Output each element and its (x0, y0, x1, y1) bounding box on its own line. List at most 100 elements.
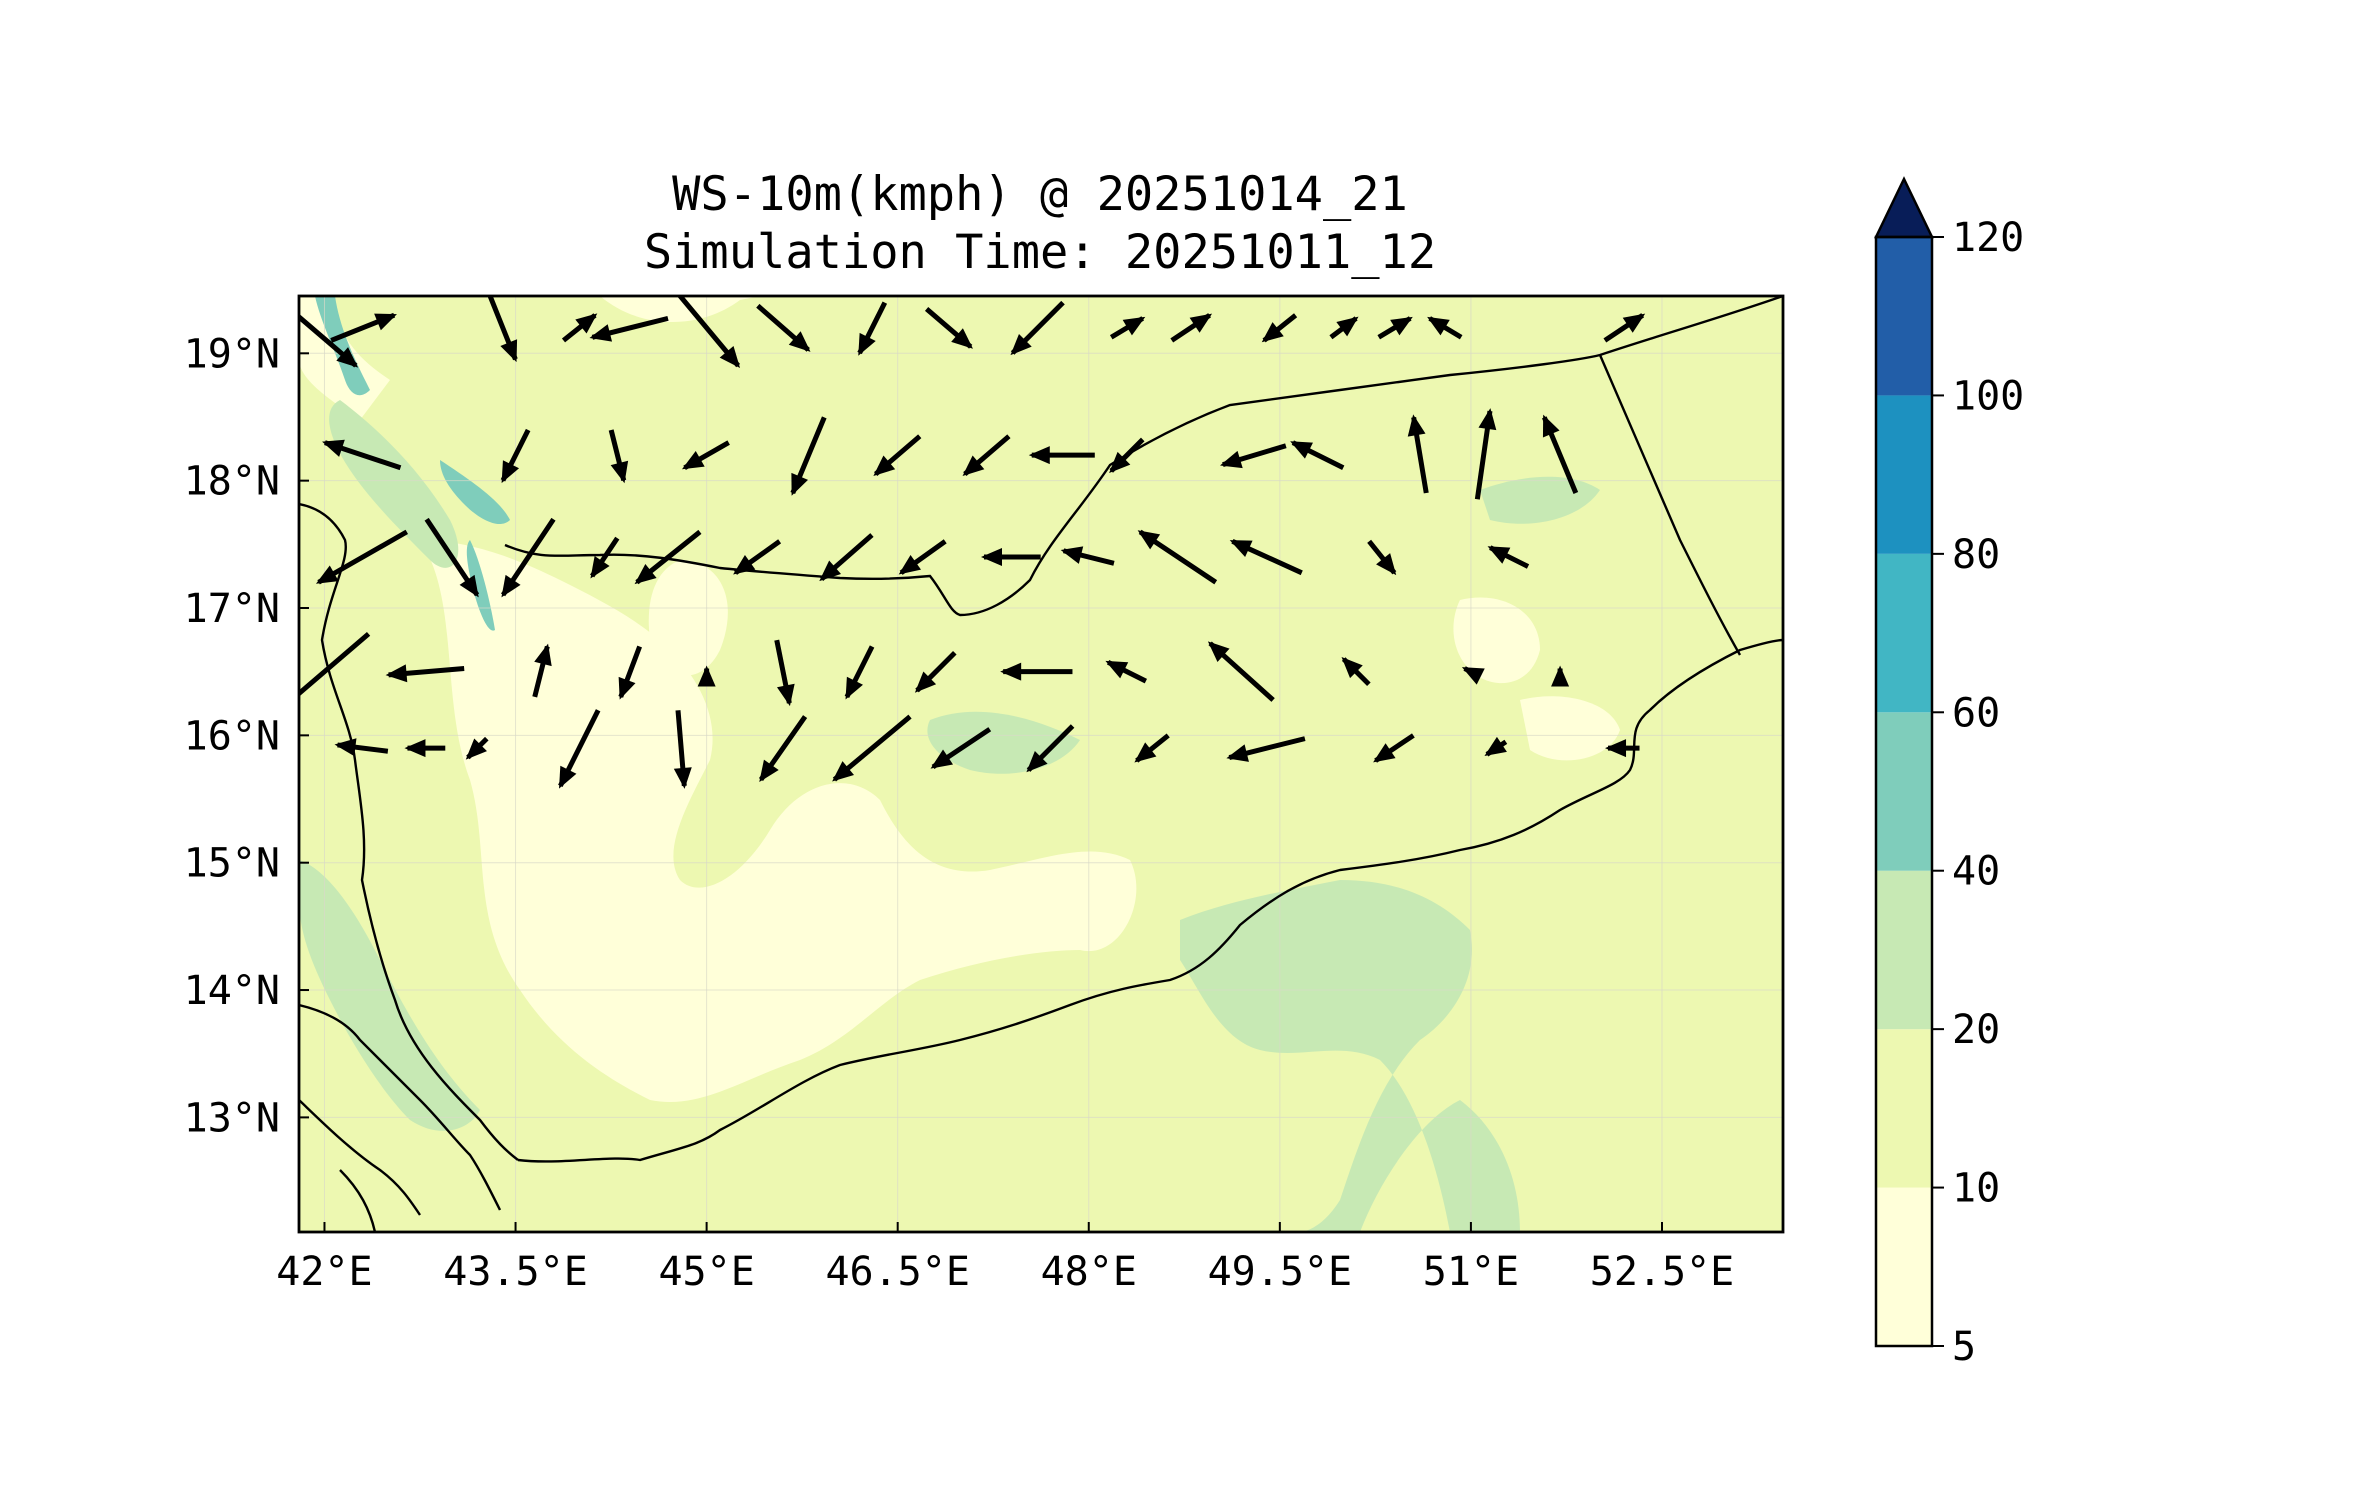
x-tick-label: 48°E (1041, 1249, 1137, 1295)
wind-arrow (618, 645, 642, 700)
x-tick-label: 43.5°E (443, 1249, 588, 1295)
y-tick-label: 16°N (184, 713, 280, 759)
wind-arrow (608, 429, 629, 484)
wind-arrow (1261, 313, 1298, 343)
wind-arrow (1137, 529, 1218, 585)
contour-region (440, 460, 510, 525)
wind-arrow (1109, 316, 1146, 340)
wind-arrow (832, 714, 912, 782)
wind-arrow (590, 536, 620, 579)
wind-arrow (634, 529, 702, 585)
wind-arrow (790, 416, 827, 496)
wind-arrow (756, 303, 811, 352)
wind-arrow (673, 710, 692, 789)
map-panel (299, 296, 1783, 1232)
colorbar-tick-label: 10 (1952, 1166, 2000, 1212)
wind-arrows (299, 296, 1646, 789)
wind-arrow (774, 639, 795, 707)
y-tick-label: 18°N (184, 459, 280, 505)
wind-arrow (1427, 316, 1463, 340)
x-tick-label: 42°E (276, 1249, 372, 1295)
border-saudi-yemen (504, 296, 1783, 617)
wind-arrow (733, 539, 782, 575)
contour-region (600, 296, 760, 323)
wind-arrow (1367, 539, 1397, 576)
wind-arrow (1026, 724, 1075, 773)
wind-arrow (873, 434, 922, 477)
colorbar-segment (1876, 395, 1932, 554)
wind-arrow (930, 727, 992, 770)
wind-arrow (561, 313, 598, 343)
wind-arrow (962, 434, 1011, 477)
wind-arrow (980, 548, 1041, 567)
contour-region (1453, 597, 1540, 684)
wind-arrow (1290, 440, 1345, 471)
border-africa (339, 1169, 377, 1232)
colorbar-extend-triangle (1874, 176, 1934, 239)
wind-arrow (1373, 733, 1415, 763)
wind-arrow (1474, 408, 1497, 500)
wind-arrow (1109, 437, 1145, 474)
wind-arrow (1605, 739, 1640, 758)
wind-arrow (924, 307, 973, 349)
contour-region (329, 400, 459, 568)
title-line-1: WS-10m(kmph) @ 20251014_21 (672, 167, 1408, 222)
contour-region (299, 860, 480, 1131)
wind-arrow (1170, 313, 1213, 343)
colorbar-segment (1876, 1187, 1932, 1346)
colorbar-tick-label: 80 (1952, 532, 2000, 578)
wind-arrow (315, 529, 409, 585)
wind-arrow (322, 439, 402, 471)
colorbar-tick-label: 40 (1952, 849, 2000, 895)
y-tick-label: 17°N (184, 586, 280, 632)
wind-arrow (758, 715, 808, 783)
wind-arrow (1105, 659, 1148, 684)
colorbar-segment (1876, 712, 1932, 871)
wind-arrow (500, 428, 531, 484)
wind-arrow (404, 739, 446, 758)
wind-arrow (465, 736, 489, 760)
map-frame (297, 294, 1785, 1234)
wind-arrow (1487, 545, 1530, 569)
contour-region (1180, 880, 1520, 1232)
colorbar-tick-label: 20 (1952, 1007, 2000, 1053)
wind-arrow (1060, 546, 1115, 566)
x-tick-label: 46.5°E (825, 1249, 970, 1295)
wind-arrow (1028, 446, 1095, 465)
wind-arrow (819, 533, 874, 582)
wind-arrow (1377, 316, 1413, 340)
wind-arrow (1134, 733, 1170, 763)
colorbar-segment (1876, 870, 1932, 1030)
wind-arrow (334, 738, 389, 757)
x-tick-label: 49.5°E (1208, 1249, 1353, 1295)
wind-arrow (385, 664, 465, 683)
contour-region (1520, 696, 1620, 761)
wind-arrow (558, 709, 601, 789)
contour-region (1480, 476, 1600, 524)
colorbar-segment (1876, 237, 1932, 396)
wind-arrow (330, 312, 397, 343)
wind-arrow (424, 517, 480, 598)
wind-arrow (1407, 414, 1429, 494)
wind-arrow (1207, 641, 1275, 702)
wind-arrow (1341, 656, 1371, 687)
x-tick-label: 51°E (1423, 1249, 1519, 1295)
wind-arrow (1010, 300, 1065, 356)
wind-arrow (1542, 414, 1579, 494)
wind-arrow (914, 651, 957, 693)
wind-arrow (681, 440, 730, 470)
wind-arrow (844, 645, 875, 700)
colorbar-frame (1874, 235, 1934, 1348)
colorbar-tick-label: 100 (1952, 373, 2024, 419)
wind-arrow (1461, 666, 1485, 685)
colorbar-tick-label: 5 (1952, 1324, 1976, 1370)
wind-arrow (589, 315, 669, 342)
colorbar-segment (1876, 1029, 1932, 1188)
wind-arrow (898, 539, 947, 575)
wind-speed-contours (299, 296, 1620, 1232)
x-axis-ticks: 42°E 43.5°E 45°E 46.5°E 48°E 49.5°E 51°E 52.5°E (276, 1222, 1734, 1295)
y-tick-label: 15°N (184, 841, 280, 887)
wind-arrow (1226, 736, 1306, 762)
contour-region (315, 296, 370, 396)
